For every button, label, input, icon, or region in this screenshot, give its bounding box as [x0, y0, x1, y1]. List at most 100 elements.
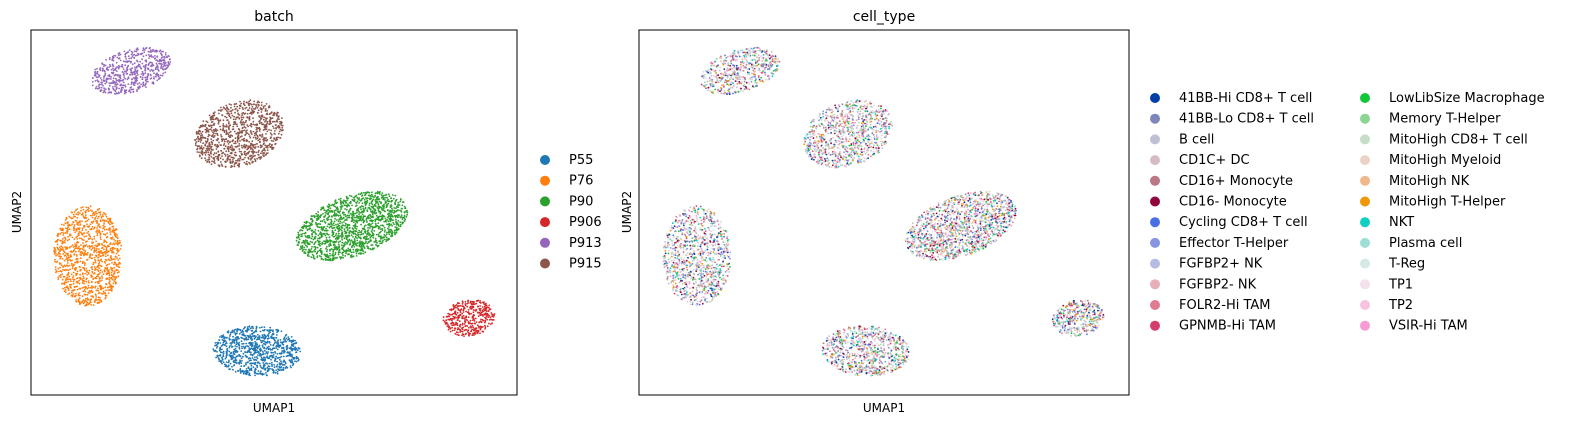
- batch-point: [79, 220, 81, 223]
- batch-point: [390, 215, 392, 218]
- batch-point: [135, 71, 138, 73]
- batch-point: [75, 299, 77, 301]
- batch-point: [251, 357, 254, 359]
- batch-point: [79, 257, 82, 259]
- batch-point: [454, 324, 456, 326]
- batch-point: [106, 67, 108, 70]
- batch-point: [223, 343, 226, 346]
- batch-point: [72, 271, 75, 274]
- batch-point: [481, 306, 484, 308]
- batch-point: [251, 106, 254, 108]
- batch-point: [110, 274, 113, 276]
- batch-point: [103, 65, 105, 68]
- batch-point: [471, 322, 473, 325]
- batch-point: [74, 243, 76, 245]
- batch-point: [272, 332, 275, 335]
- batch-point: [169, 58, 171, 61]
- batch-point: [232, 351, 235, 353]
- batch-point: [462, 314, 465, 317]
- batch-point: [249, 368, 252, 370]
- batch-point: [349, 212, 352, 215]
- batch-point: [109, 57, 111, 59]
- batch-point: [102, 224, 105, 227]
- batch-point: [471, 334, 474, 337]
- batch-point: [325, 236, 328, 239]
- batch-point: [225, 340, 227, 343]
- batch-point: [387, 212, 390, 215]
- batch-point: [355, 216, 358, 219]
- batch-point: [89, 205, 92, 208]
- batch-point: [272, 330, 274, 333]
- batch-point: [248, 372, 251, 375]
- batch-point: [317, 237, 319, 240]
- batch-point: [261, 115, 264, 118]
- batch-point: [321, 220, 324, 222]
- batch-point: [133, 84, 136, 86]
- batch-point: [260, 339, 262, 342]
- batch-point: [96, 280, 99, 283]
- batch-point: [262, 335, 264, 338]
- batch-point: [91, 295, 94, 298]
- batch-point: [478, 326, 480, 329]
- batch-point: [67, 293, 69, 295]
- batch-point: [123, 70, 126, 73]
- batch-point: [338, 228, 340, 231]
- batch-point: [87, 210, 90, 213]
- batch-point: [339, 201, 342, 204]
- batch-point: [231, 109, 234, 111]
- batch-point: [457, 319, 459, 321]
- batch-point: [348, 253, 350, 256]
- batch-point: [96, 232, 99, 235]
- batch-point: [247, 357, 250, 360]
- batch-point: [371, 222, 374, 225]
- batch-point: [269, 117, 272, 120]
- batch-point: [235, 341, 238, 344]
- batch-point: [276, 328, 278, 331]
- batch-point: [109, 233, 112, 236]
- batch-point: [454, 332, 457, 335]
- batch-point: [264, 110, 267, 112]
- batch-point: [238, 362, 241, 365]
- batch-point: [136, 83, 139, 85]
- batch-point: [299, 248, 301, 251]
- batch-point: [100, 89, 102, 91]
- batch-point: [259, 364, 262, 367]
- batch-point: [354, 249, 357, 252]
- batch-point: [67, 224, 69, 227]
- batch-point: [255, 330, 258, 333]
- batch-point: [101, 230, 104, 233]
- batch-point: [369, 248, 372, 250]
- batch-point: [89, 237, 92, 240]
- batch-point: [143, 66, 146, 68]
- batch-point: [257, 370, 260, 372]
- batch-point: [86, 259, 88, 261]
- batch-point: [131, 81, 134, 84]
- batch-point: [238, 341, 241, 344]
- batch-point: [343, 211, 345, 214]
- batch-point: [131, 52, 134, 54]
- batch-point: [236, 342, 239, 345]
- batch-point: [341, 247, 343, 250]
- batch-point: [266, 366, 269, 369]
- batch-point: [274, 341, 277, 343]
- batch-point: [294, 339, 296, 342]
- batch-point: [358, 245, 361, 248]
- batch-point: [115, 269, 118, 272]
- batch-point: [369, 194, 371, 197]
- batch-point: [89, 209, 92, 212]
- batch-point: [249, 327, 252, 330]
- batch-point: [353, 196, 356, 199]
- batch-point: [85, 297, 87, 300]
- batch-point: [301, 245, 304, 247]
- batch-point: [350, 202, 352, 204]
- batch-point: [103, 233, 105, 236]
- batch-point: [356, 196, 359, 199]
- batch-point: [198, 151, 201, 154]
- batch-point: [111, 262, 113, 264]
- batch-point: [119, 74, 122, 77]
- batch-point: [92, 286, 95, 288]
- batch-point: [377, 198, 379, 201]
- batch-point: [385, 240, 388, 243]
- batch-point: [134, 79, 137, 82]
- batch-point: [360, 192, 363, 195]
